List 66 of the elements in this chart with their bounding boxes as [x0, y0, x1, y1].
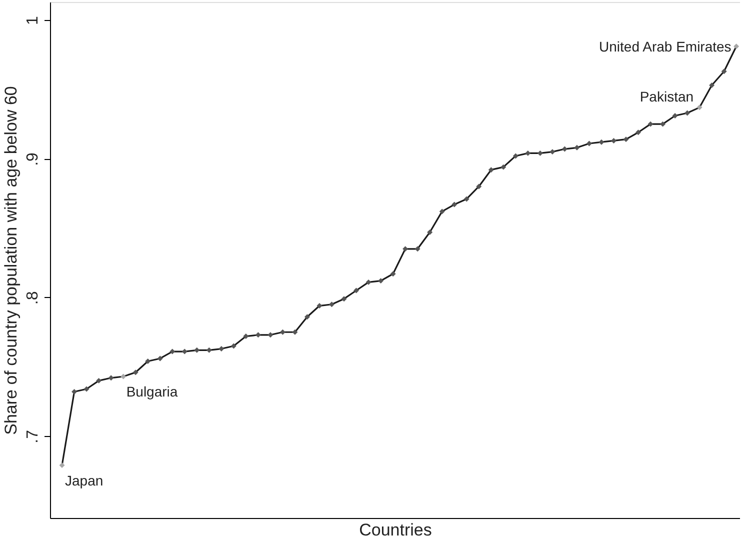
point — [218, 346, 224, 352]
y-tick-label: .7 — [24, 430, 42, 444]
point — [734, 44, 740, 50]
point — [525, 150, 531, 156]
point — [84, 386, 90, 392]
point — [660, 121, 666, 127]
point — [623, 136, 629, 142]
point — [464, 196, 470, 202]
point — [329, 302, 334, 308]
point — [709, 82, 715, 88]
point — [696, 104, 702, 110]
point — [672, 113, 678, 118]
point — [550, 149, 556, 155]
point — [59, 462, 65, 468]
y-axis-title: Share of country population with age below 60 — [2, 86, 20, 435]
point — [476, 184, 482, 190]
point — [574, 144, 580, 150]
point — [304, 314, 310, 320]
point — [132, 370, 138, 376]
point — [194, 347, 200, 353]
point — [96, 378, 102, 384]
point — [280, 329, 286, 335]
point — [170, 348, 176, 354]
point — [439, 208, 445, 214]
point — [120, 374, 126, 380]
y-tick-label: .9 — [24, 152, 42, 166]
point — [636, 130, 641, 136]
point — [354, 288, 359, 294]
point — [648, 121, 654, 127]
point — [537, 150, 543, 156]
point — [341, 296, 347, 302]
point — [316, 303, 322, 309]
point — [255, 332, 261, 338]
point — [268, 332, 274, 338]
point — [145, 358, 151, 364]
y-tick-label: 1 — [24, 16, 42, 25]
point — [243, 334, 249, 340]
annotation: United Arab Emirates — [599, 38, 732, 54]
annotation: Bulgaria — [126, 384, 178, 400]
point — [452, 202, 458, 208]
point — [402, 246, 408, 252]
point — [157, 356, 163, 362]
point — [598, 139, 604, 145]
point — [292, 329, 298, 335]
point — [684, 110, 690, 116]
point — [721, 68, 727, 74]
point — [512, 153, 518, 159]
point — [488, 167, 494, 173]
annotation: Japan — [65, 472, 104, 488]
point — [108, 375, 114, 381]
point — [230, 343, 236, 349]
point — [206, 347, 212, 353]
point — [366, 279, 372, 285]
point — [390, 271, 396, 277]
point — [414, 246, 420, 252]
point — [500, 164, 506, 170]
point — [378, 278, 384, 284]
point — [586, 140, 592, 146]
x-axis-title: Countries — [359, 520, 432, 540]
point — [562, 146, 568, 152]
annotation: Pakistan — [640, 88, 694, 104]
y-tick-label: .8 — [24, 291, 42, 305]
point — [72, 389, 78, 395]
point — [610, 138, 616, 144]
point — [182, 348, 188, 354]
point — [427, 230, 433, 235]
